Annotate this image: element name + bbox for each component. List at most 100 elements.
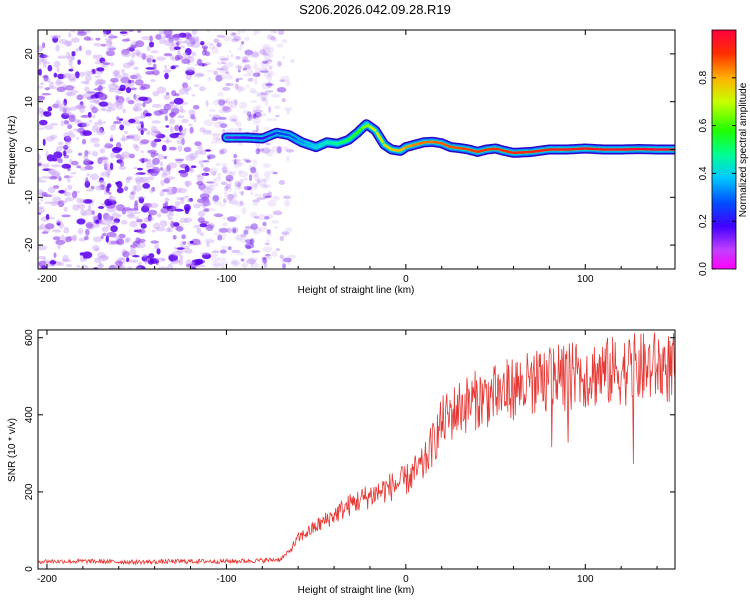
noise-blob — [41, 231, 49, 235]
noise-blob — [281, 98, 286, 103]
noise-blob — [236, 121, 242, 128]
noise-blob — [207, 223, 215, 229]
noise-blob — [202, 129, 212, 135]
noise-blob — [111, 212, 119, 219]
noise-blob — [209, 167, 218, 174]
noise-blob — [152, 59, 156, 63]
noise-blob — [240, 258, 245, 262]
noise-blob — [243, 229, 249, 235]
noise-blob — [100, 254, 109, 260]
noise-blob — [38, 95, 45, 101]
noise-blob — [226, 178, 231, 182]
noise-blob — [188, 152, 198, 160]
noise-blob — [184, 165, 190, 173]
noise-blob — [224, 61, 234, 68]
colorbar-gradient — [711, 29, 737, 270]
noise-blob — [86, 91, 96, 94]
noise-blob — [218, 99, 225, 106]
noise-blob — [116, 187, 124, 194]
noise-blob — [160, 207, 169, 214]
noise-blob — [212, 99, 222, 106]
noise-blob — [212, 194, 220, 202]
noise-blob — [220, 65, 229, 72]
noise-blob — [137, 127, 148, 132]
noise-blob — [56, 81, 65, 85]
noise-blob — [275, 114, 280, 118]
noise-blob — [52, 36, 59, 43]
noise-blob — [253, 227, 257, 234]
y-tick-label: 400 — [24, 406, 35, 423]
noise-blob — [68, 130, 74, 135]
noise-blob — [114, 85, 120, 91]
noise-blob — [150, 240, 159, 244]
noise-blob — [58, 189, 66, 194]
noise-blob — [217, 172, 222, 178]
noise-blob — [247, 116, 251, 122]
noise-blob — [161, 258, 166, 261]
noise-blob — [254, 173, 259, 182]
noise-blob — [126, 176, 134, 180]
noise-blob — [219, 67, 229, 74]
noise-blob — [82, 251, 93, 259]
noise-blob — [177, 136, 182, 140]
noise-blob — [265, 46, 275, 54]
noise-blob — [146, 130, 151, 136]
ridge-core-segment — [318, 141, 327, 147]
noise-blob — [44, 87, 50, 91]
noise-blob — [264, 256, 273, 260]
noise-blob — [201, 45, 209, 49]
noise-blob — [122, 72, 129, 79]
noise-blob — [40, 57, 48, 63]
noise-blob — [287, 260, 291, 266]
noise-blob — [272, 30, 278, 34]
noise-blob — [116, 204, 125, 212]
noise-blob — [112, 221, 119, 225]
noise-blob — [260, 92, 268, 96]
noise-blob — [63, 98, 67, 106]
noise-blob — [134, 216, 139, 220]
noise-blob — [94, 82, 100, 86]
noise-blob — [97, 85, 103, 92]
noise-blob — [148, 202, 159, 209]
noise-blob — [264, 216, 270, 220]
noise-blob — [163, 30, 173, 36]
noise-blob — [217, 120, 225, 125]
noise-blob — [150, 125, 158, 133]
noise-blob — [268, 65, 274, 69]
noise-blob — [206, 240, 210, 248]
noise-blob — [140, 150, 144, 154]
noise-blob — [125, 177, 131, 184]
ridge-core-segment — [540, 148, 549, 152]
noise-blob — [92, 215, 99, 220]
noise-blob — [237, 65, 242, 70]
noise-blob — [115, 181, 119, 185]
noise-blob — [119, 157, 124, 160]
noise-blob — [203, 119, 214, 127]
noise-blob — [170, 107, 180, 115]
noise-blob — [159, 191, 165, 197]
noise-blob — [182, 241, 187, 245]
noise-blob — [168, 37, 174, 43]
noise-blob — [276, 43, 284, 48]
noise-blob — [109, 134, 114, 141]
noise-blob — [250, 223, 258, 230]
noise-blob — [216, 34, 226, 38]
noise-blob — [251, 250, 255, 254]
noise-blob — [211, 171, 217, 176]
noise-blob — [160, 167, 164, 171]
noise-blob — [224, 190, 228, 197]
noise-blob — [130, 244, 138, 248]
noise-blob — [219, 260, 229, 266]
noise-blob — [218, 104, 226, 108]
noise-blob — [85, 228, 90, 236]
noise-blob — [249, 174, 253, 182]
noise-blob — [180, 109, 186, 113]
noise-blob — [62, 107, 67, 113]
noise-blob — [97, 252, 106, 259]
noise-blob — [159, 220, 168, 227]
noise-blob — [52, 229, 62, 233]
noise-blob — [258, 183, 265, 186]
noise-blob — [61, 214, 71, 218]
